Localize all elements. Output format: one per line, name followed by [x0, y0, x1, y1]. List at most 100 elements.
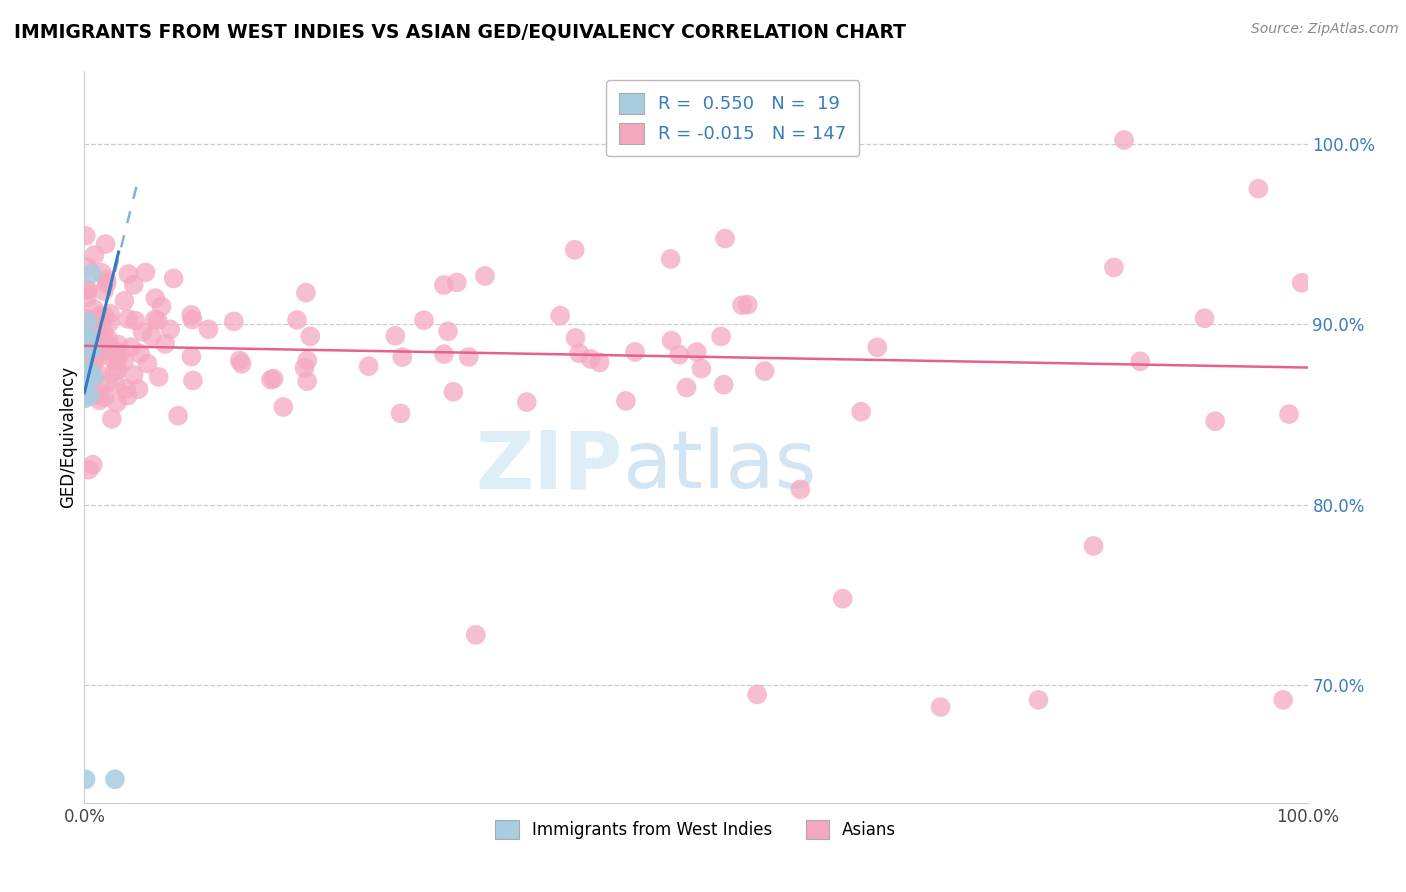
Y-axis label: GED/Equivalency: GED/Equivalency — [59, 366, 77, 508]
Point — [83, 354, 105, 368]
Point — [1278, 407, 1301, 421]
Point — [148, 370, 170, 384]
Point — [849, 405, 872, 419]
Point — [87, 351, 110, 366]
Point — [135, 265, 157, 279]
Point — [389, 406, 412, 420]
Point — [714, 231, 737, 245]
Point — [180, 308, 202, 322]
Point — [713, 377, 735, 392]
Point — [104, 347, 127, 361]
Point — [83, 348, 105, 362]
Point — [96, 272, 118, 286]
Point — [80, 267, 103, 281]
Point — [197, 322, 219, 336]
Point — [77, 343, 100, 358]
Point — [75, 283, 97, 297]
Point — [110, 345, 132, 359]
Point — [433, 347, 456, 361]
Point — [1028, 693, 1050, 707]
Point — [98, 340, 121, 354]
Point — [75, 312, 97, 326]
Point — [77, 363, 100, 377]
Point — [80, 313, 103, 327]
Point — [100, 343, 122, 358]
Point — [464, 628, 486, 642]
Point — [1129, 354, 1152, 368]
Point — [83, 301, 105, 316]
Point — [167, 409, 190, 423]
Point — [79, 341, 101, 355]
Point — [79, 319, 101, 334]
Point — [228, 353, 250, 368]
Point — [104, 772, 127, 787]
Point — [294, 360, 316, 375]
Point — [474, 268, 496, 283]
Point — [391, 350, 413, 364]
Point — [589, 355, 612, 369]
Point — [75, 772, 97, 787]
Point — [384, 329, 406, 343]
Point — [1247, 182, 1270, 196]
Point — [79, 320, 101, 334]
Point — [86, 327, 108, 342]
Point — [112, 354, 135, 368]
Point — [1194, 311, 1216, 326]
Point — [446, 276, 468, 290]
Point — [159, 322, 181, 336]
Point — [105, 363, 128, 377]
Point — [76, 334, 98, 348]
Point — [96, 277, 118, 291]
Point — [624, 345, 647, 359]
Point — [690, 361, 713, 376]
Point — [122, 277, 145, 292]
Point — [413, 313, 436, 327]
Point — [295, 285, 318, 300]
Point — [143, 291, 166, 305]
Point — [181, 374, 204, 388]
Point — [101, 412, 124, 426]
Point — [831, 591, 853, 606]
Point — [1204, 414, 1226, 428]
Point — [117, 267, 139, 281]
Point — [516, 395, 538, 409]
Point — [93, 390, 115, 404]
Point — [89, 385, 111, 400]
Point — [231, 357, 253, 371]
Point — [77, 366, 100, 380]
Point — [1083, 539, 1105, 553]
Point — [155, 337, 177, 351]
Point — [76, 341, 98, 355]
Point — [83, 248, 105, 262]
Point — [614, 393, 637, 408]
Point — [114, 293, 136, 308]
Point — [668, 348, 690, 362]
Point — [1272, 693, 1295, 707]
Point — [731, 298, 754, 312]
Point — [98, 307, 121, 321]
Point — [141, 329, 163, 343]
Point — [457, 350, 479, 364]
Point — [737, 297, 759, 311]
Point — [146, 313, 169, 327]
Point — [89, 309, 111, 323]
Point — [103, 352, 125, 367]
Point — [97, 332, 120, 346]
Point — [100, 343, 122, 358]
Point — [181, 312, 204, 326]
Point — [222, 314, 245, 328]
Point — [297, 353, 319, 368]
Point — [90, 320, 112, 334]
Point — [84, 388, 107, 402]
Point — [75, 353, 97, 368]
Point — [93, 309, 115, 323]
Point — [117, 312, 139, 326]
Point — [84, 350, 107, 364]
Point — [129, 346, 152, 360]
Point — [929, 700, 952, 714]
Point — [150, 300, 173, 314]
Point — [89, 343, 111, 358]
Point — [82, 333, 104, 347]
Point — [105, 396, 128, 410]
Point — [117, 388, 139, 402]
